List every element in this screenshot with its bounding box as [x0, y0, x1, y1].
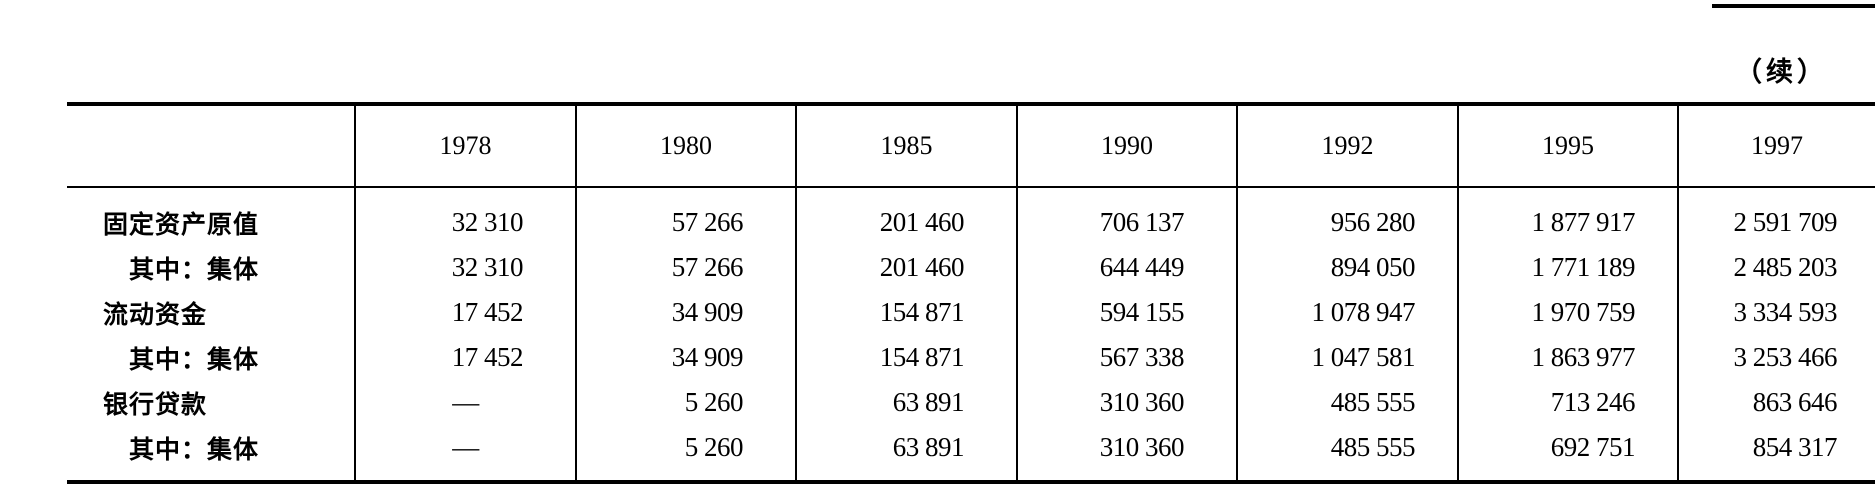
header-cell-year: 1995 — [1457, 104, 1678, 188]
data-table: 1978 1980 1985 1990 1992 1995 1997 固定资产原值 32 31… — [67, 102, 1875, 484]
continued-label: （续） — [1735, 57, 1828, 87]
table-cell: 63 891 — [795, 425, 1017, 482]
table-row: 其中：集体 —5 260 63 891 310 360 485 555 692 751 85… — [67, 425, 1875, 482]
header-cell-year: 1978 — [354, 104, 576, 188]
table-cell: 201 460 — [795, 187, 1017, 245]
table-row: 流动资金 17 452 34 909 154 871 594 155 1 078 947 1… — [67, 290, 1875, 335]
table-cell: 57 266 — [575, 245, 796, 290]
table-cell: 63 891 — [795, 380, 1017, 425]
table-cell: 1 863 977 — [1457, 335, 1678, 380]
top-rule — [1712, 4, 1875, 8]
table-row: 其中：集体 32 310 57 266 201 460 644 449 894 050 1 … — [67, 245, 1875, 290]
table-cell: 17 452 — [354, 335, 576, 380]
table-cell: 32 310 — [354, 187, 576, 245]
row-label: 其中：集体 — [129, 254, 260, 284]
table-cell: 310 360 — [1016, 425, 1237, 482]
row-label: 银行贷款 — [103, 389, 208, 419]
table-cell: 17 452 — [354, 290, 576, 335]
table-cell: 485 555 — [1236, 425, 1458, 482]
header-cell-year: 1992 — [1236, 104, 1458, 188]
table-cell: 5 260 — [575, 425, 796, 482]
table-cell: 1 078 947 — [1236, 290, 1458, 335]
table-cell: 57 266 — [575, 187, 796, 245]
row-label: 固定资产原值 — [103, 209, 260, 239]
table-cell: 894 050 — [1236, 245, 1458, 290]
row-label: 其中：集体 — [129, 434, 260, 464]
table-cell: 34 909 — [575, 290, 796, 335]
header-cell-year: 1990 — [1016, 104, 1237, 188]
table-cell: 863 646 — [1677, 380, 1875, 425]
table-cell: 594 155 — [1016, 290, 1237, 335]
table-cell: 201 460 — [795, 245, 1017, 290]
table-cell: — — [354, 425, 576, 482]
table-cell: 485 555 — [1236, 380, 1458, 425]
header-cell-year: 1997 — [1677, 104, 1875, 188]
table-cell: — — [354, 380, 576, 425]
table-cell: 154 871 — [795, 335, 1017, 380]
table-cell: 2 485 203 — [1677, 245, 1875, 290]
table-cell: 713 246 — [1457, 380, 1678, 425]
table-cell: 956 280 — [1236, 187, 1458, 245]
table-cell: 154 871 — [795, 290, 1017, 335]
table-cell: 1 771 189 — [1457, 245, 1678, 290]
table-row: 银行贷款 —5 260 63 891 310 360 485 555 713 246 863… — [67, 380, 1875, 425]
table-cell: 1 877 917 — [1457, 187, 1678, 245]
table-cell: 567 338 — [1016, 335, 1237, 380]
header-row: 1978 1980 1985 1990 1992 1995 1997 — [67, 104, 1875, 188]
table-cell: 2 591 709 — [1677, 187, 1875, 245]
table-row: 固定资产原值 32 310 57 266 201 460 706 137 956 280 1… — [67, 187, 1875, 245]
table-cell: 706 137 — [1016, 187, 1237, 245]
table-cell: 644 449 — [1016, 245, 1237, 290]
table-cell: 34 909 — [575, 335, 796, 380]
table-cell: 692 751 — [1457, 425, 1678, 482]
table-cell: 32 310 — [354, 245, 576, 290]
header-cell-blank — [67, 104, 355, 188]
table-cell: 3 334 593 — [1677, 290, 1875, 335]
table-cell: 1 047 581 — [1236, 335, 1458, 380]
row-label: 其中：集体 — [129, 344, 260, 374]
table-row: 其中：集体 17 452 34 909 154 871 567 338 1 047 581… — [67, 335, 1875, 380]
row-label: 流动资金 — [103, 299, 208, 329]
table-cell: 854 317 — [1677, 425, 1875, 482]
header-cell-year: 1985 — [795, 104, 1017, 188]
header-cell-year: 1980 — [575, 104, 796, 188]
table-cell: 1 970 759 — [1457, 290, 1678, 335]
table-cell: 3 253 466 — [1677, 335, 1875, 380]
table-cell: 310 360 — [1016, 380, 1237, 425]
table-cell: 5 260 — [575, 380, 796, 425]
